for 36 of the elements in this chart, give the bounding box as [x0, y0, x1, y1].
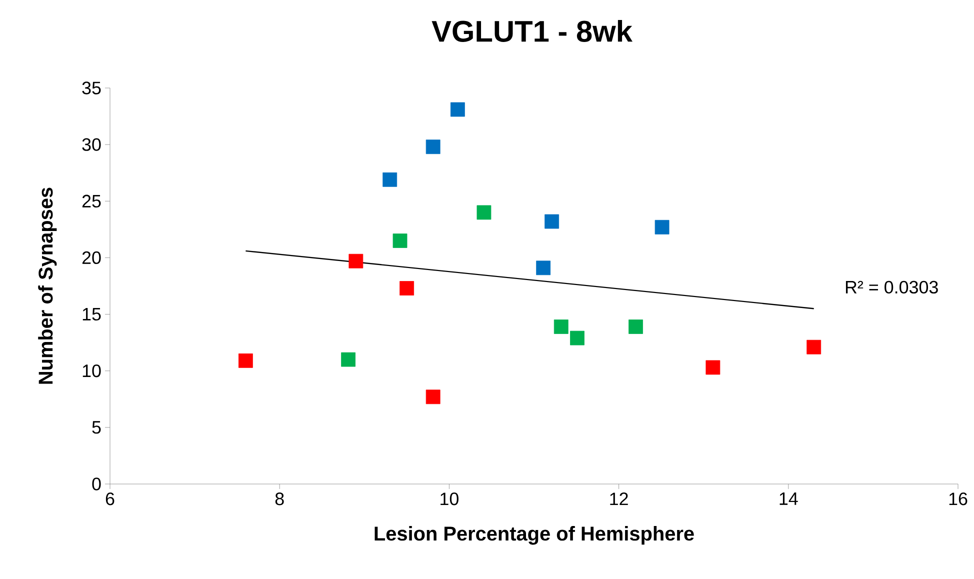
y-tick-label: 15 [82, 308, 101, 321]
point [348, 254, 364, 268]
point [806, 340, 822, 354]
chart-title: VGLUT1 - 8wk [432, 20, 633, 42]
point [654, 220, 670, 234]
y-tick-label: 0 [92, 478, 101, 490]
x-tick-label: 6 [106, 492, 114, 506]
point [706, 360, 720, 375]
point [544, 214, 560, 229]
x-tick-label: 10 [440, 492, 458, 506]
annotation: R² = 0.0303 [846, 280, 938, 294]
y-tick-label: 35 [82, 82, 101, 94]
y-tick-label: 25 [82, 194, 101, 208]
point [554, 320, 568, 334]
y-tick-label: 30 [82, 138, 101, 151]
point [450, 102, 465, 117]
x-tick-label: 14 [780, 492, 798, 505]
x-tick-label: 8 [275, 492, 284, 506]
point [536, 260, 551, 276]
x-tick-label: 16 [949, 492, 968, 506]
point [238, 353, 253, 368]
point [426, 140, 440, 154]
y-axis-title: Number of Synapses [38, 188, 57, 384]
x-tick-label: 12 [610, 492, 628, 506]
y-tick-label: 5 [92, 421, 101, 434]
y-tick-label: 10 [82, 364, 101, 378]
point [400, 281, 414, 296]
x-axis-title: Lesion Percentage of Hemisphere [374, 526, 694, 545]
point [476, 205, 492, 220]
point [426, 390, 440, 404]
point [392, 234, 408, 248]
point [341, 352, 356, 367]
point [628, 320, 643, 334]
point [382, 172, 398, 187]
y-tick-label: 20 [82, 251, 101, 264]
point [570, 330, 584, 346]
